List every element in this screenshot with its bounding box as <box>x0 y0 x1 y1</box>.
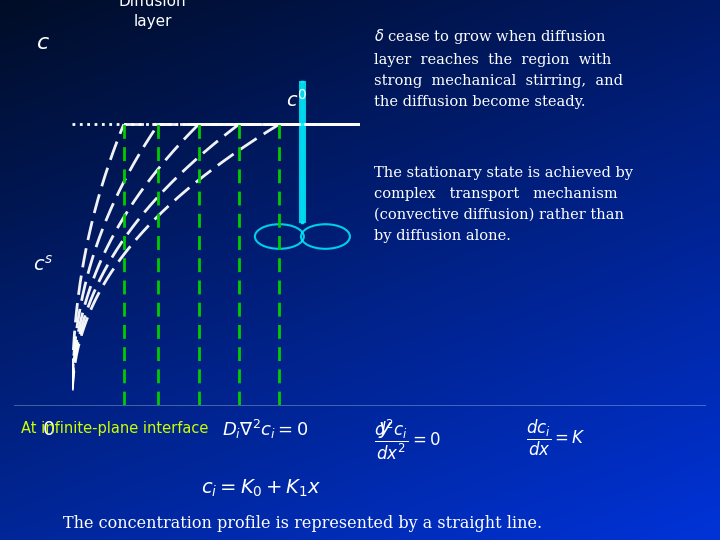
Text: $c^s$: $c^s$ <box>33 254 53 275</box>
Text: $\dfrac{d^2c_i}{dx^2} = 0$: $\dfrac{d^2c_i}{dx^2} = 0$ <box>374 418 441 462</box>
Text: $c^0$: $c^0$ <box>286 89 307 111</box>
Text: The concentration profile is represented by a straight line.: The concentration profile is represented… <box>63 515 542 532</box>
Text: Diffusion
layer: Diffusion layer <box>119 0 186 29</box>
Text: $c$: $c$ <box>36 32 50 55</box>
Text: $0$: $0$ <box>42 421 55 438</box>
Text: $\dfrac{dc_i}{dx} = K$: $\dfrac{dc_i}{dx} = K$ <box>526 418 586 458</box>
Text: $D_i\nabla^2 c_i = 0$: $D_i\nabla^2 c_i = 0$ <box>222 418 308 441</box>
Text: $c_i = K_0 + K_1 x$: $c_i = K_0 + K_1 x$ <box>201 477 322 499</box>
Text: $y$: $y$ <box>379 420 393 440</box>
Text: The stationary state is achieved by
complex   transport   mechanism
(convective : The stationary state is achieved by comp… <box>374 166 634 243</box>
Text: $\delta$ cease to grow when diffusion
layer  reaches  the  region  with
strong  : $\delta$ cease to grow when diffusion la… <box>374 26 624 109</box>
Bar <box>300 82 305 222</box>
Text: At infinite-plane interface: At infinite-plane interface <box>22 421 209 436</box>
